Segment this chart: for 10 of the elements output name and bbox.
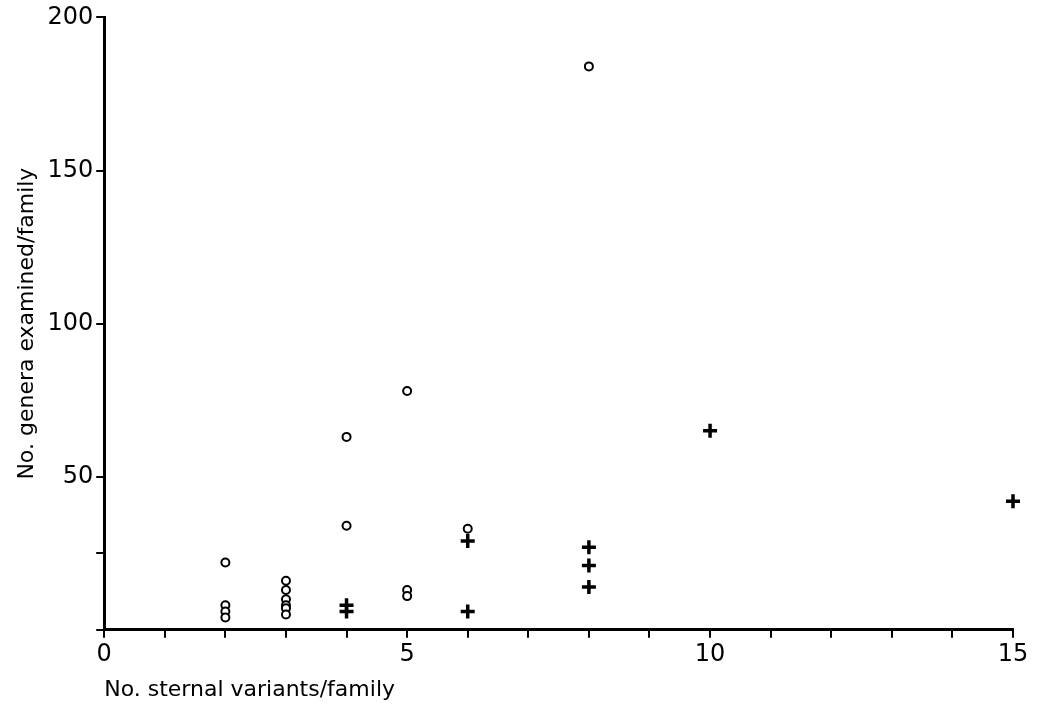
y-tick-label: 150 — [47, 154, 94, 183]
y-tick-label: 50 — [62, 460, 94, 489]
x-tick-label: 0 — [96, 639, 112, 668]
x-tick-label: 5 — [399, 639, 415, 668]
y-tick-label: 200 — [47, 1, 94, 30]
x-axis-title: No. sternal variants/family — [104, 675, 396, 701]
y-tick-label: 100 — [47, 307, 94, 336]
x-tick-label: 15 — [997, 639, 1029, 668]
x-tick-label: 10 — [694, 639, 726, 668]
y-axis-title: No. genera examined/family — [12, 167, 38, 480]
